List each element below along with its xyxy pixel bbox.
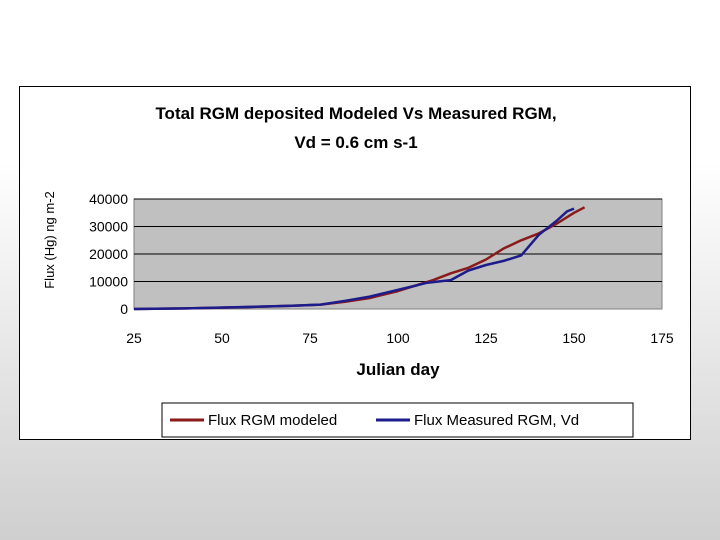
line-chart: Total RGM deposited Modeled Vs Measured … <box>42 104 674 438</box>
legend: Flux RGM modeled Flux Measured RGM, Vd <box>161 402 634 438</box>
legend-label-measured: Flux Measured RGM, Vd <box>414 412 579 429</box>
x-tick-label: 150 <box>562 330 586 346</box>
y-tick-label: 0 <box>120 301 128 317</box>
x-tick-label: 175 <box>650 330 674 346</box>
series-layer <box>133 206 586 311</box>
x-tick-label: 75 <box>302 330 318 346</box>
series-line-measured <box>133 207 575 311</box>
y-tick-label: 10000 <box>89 274 128 290</box>
y-tick-label: 40000 <box>89 191 128 207</box>
legend-label-modeled: Flux RGM modeled <box>208 412 337 429</box>
x-axis-ticks: 25 50 75 100 125 150 175 <box>126 330 674 346</box>
chart-frame: Total RGM deposited Modeled Vs Measured … <box>19 86 691 440</box>
chart-title-line-1: Total RGM deposited Modeled Vs Measured … <box>155 104 556 123</box>
y-axis-ticks: 0 10000 20000 30000 40000 <box>89 191 128 317</box>
y-tick-label: 30000 <box>89 219 128 235</box>
x-tick-label: 50 <box>214 330 230 346</box>
x-tick-label: 25 <box>126 330 142 346</box>
x-tick-label: 125 <box>474 330 498 346</box>
y-axis-title: Flux (Hg) ng m-2 <box>42 191 57 289</box>
chart-title-line-2: Vd = 0.6 cm s-1 <box>294 133 417 152</box>
y-tick-label: 20000 <box>89 246 128 262</box>
x-axis-title: Julian day <box>356 360 440 379</box>
grid-lines <box>134 198 662 282</box>
x-tick-label: 100 <box>386 330 410 346</box>
